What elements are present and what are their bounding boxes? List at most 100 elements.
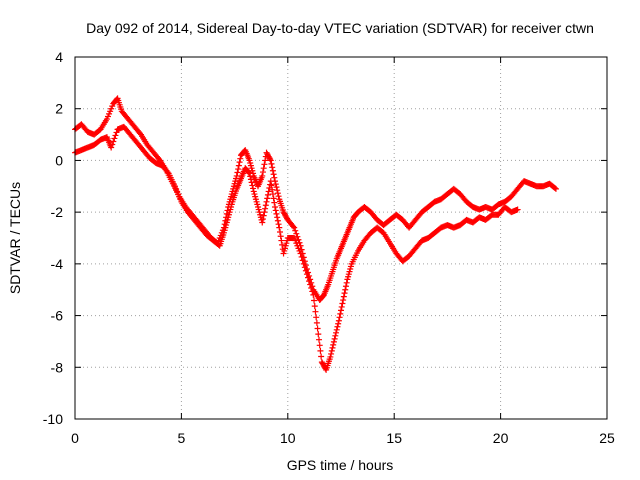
data-point xyxy=(311,297,318,304)
data-point xyxy=(248,179,255,186)
data-point xyxy=(164,169,171,176)
x-tick-label: 25 xyxy=(599,430,615,446)
data-point xyxy=(274,217,281,224)
y-tick-label: -4 xyxy=(51,256,64,272)
data-point xyxy=(237,155,244,162)
data-point xyxy=(278,237,285,244)
data-point xyxy=(335,317,342,324)
x-axis-label: GPS time / hours xyxy=(287,457,394,473)
data-point xyxy=(263,198,270,205)
data-point xyxy=(330,338,337,345)
data-point xyxy=(108,144,115,151)
data-point xyxy=(259,169,266,176)
data-point xyxy=(247,173,254,180)
data-point xyxy=(265,188,272,195)
data-point xyxy=(313,314,320,321)
axis-tick-labels: 0 5 10 15 20 25 -10 -8 -6 -4 -2 0 2 4 xyxy=(43,49,615,446)
x-tick-label: 20 xyxy=(493,430,509,446)
data-point xyxy=(335,320,342,327)
data-point xyxy=(249,182,256,189)
data-point xyxy=(269,164,276,171)
data-point xyxy=(343,279,350,286)
data-point xyxy=(156,156,163,163)
plot-frame xyxy=(74,56,608,420)
data-point xyxy=(342,283,349,290)
data-point xyxy=(275,221,282,228)
data-point xyxy=(269,186,276,193)
data-point xyxy=(313,319,320,326)
data-point xyxy=(551,185,558,192)
data-point xyxy=(234,169,241,176)
data-point xyxy=(293,230,300,237)
data-point xyxy=(315,331,322,338)
data-point xyxy=(110,138,117,145)
data-point xyxy=(318,353,325,360)
plot-area xyxy=(72,95,559,373)
data-point xyxy=(233,172,240,179)
data-point xyxy=(236,159,243,166)
data-point xyxy=(272,181,279,188)
data-point xyxy=(308,284,315,291)
data-point xyxy=(297,250,304,257)
data-point xyxy=(302,267,309,274)
data-point xyxy=(328,350,335,357)
data-point xyxy=(261,209,268,216)
data-point xyxy=(271,174,278,181)
data-point xyxy=(328,347,335,354)
data-point xyxy=(305,274,312,281)
data-point xyxy=(316,336,323,343)
y-tick-label: -6 xyxy=(51,308,64,324)
series-trace-a xyxy=(72,95,559,304)
data-point xyxy=(552,185,559,192)
data-point xyxy=(271,199,278,206)
data-point xyxy=(111,135,118,142)
data-point xyxy=(338,303,345,310)
data-point xyxy=(309,288,316,295)
data-point xyxy=(298,253,305,260)
data-point xyxy=(329,344,336,351)
x-tick-label: 5 xyxy=(178,430,186,446)
data-point xyxy=(235,166,242,173)
data-point xyxy=(291,224,298,231)
data-point xyxy=(339,300,346,307)
data-point xyxy=(267,181,274,188)
data-point xyxy=(264,191,271,198)
data-point xyxy=(277,233,284,240)
data-point xyxy=(314,325,321,332)
data-point xyxy=(246,170,253,177)
y-tick-label: -8 xyxy=(51,359,64,375)
data-point xyxy=(259,172,266,179)
x-tick-label: 10 xyxy=(280,430,296,446)
data-point xyxy=(301,264,308,271)
data-point xyxy=(333,326,340,333)
data-point xyxy=(272,207,279,214)
data-point xyxy=(269,167,276,174)
axis-ticks xyxy=(74,56,608,420)
y-tick-label: 4 xyxy=(55,49,63,65)
y-tick-label: -2 xyxy=(51,204,64,220)
data-point xyxy=(276,228,283,235)
data-point xyxy=(267,156,274,163)
data-point xyxy=(295,236,302,243)
data-point xyxy=(235,162,242,169)
data-point xyxy=(260,212,267,219)
data-point xyxy=(330,341,337,348)
data-point xyxy=(310,291,317,298)
data-point xyxy=(514,206,521,213)
data-point xyxy=(274,214,281,221)
data-point xyxy=(273,184,280,191)
data-point xyxy=(327,353,334,360)
series-trace-b xyxy=(72,123,521,373)
data-point xyxy=(245,169,252,176)
y-tick-label: 0 xyxy=(55,152,63,168)
data-point xyxy=(262,157,269,164)
y-tick-label: 2 xyxy=(55,101,63,117)
data-point xyxy=(259,219,266,226)
data-point xyxy=(306,278,313,285)
data-point xyxy=(268,182,275,189)
data-point xyxy=(338,307,344,314)
data-point xyxy=(272,203,279,210)
data-point xyxy=(312,308,319,315)
data-point xyxy=(273,210,280,217)
grid xyxy=(75,57,607,419)
